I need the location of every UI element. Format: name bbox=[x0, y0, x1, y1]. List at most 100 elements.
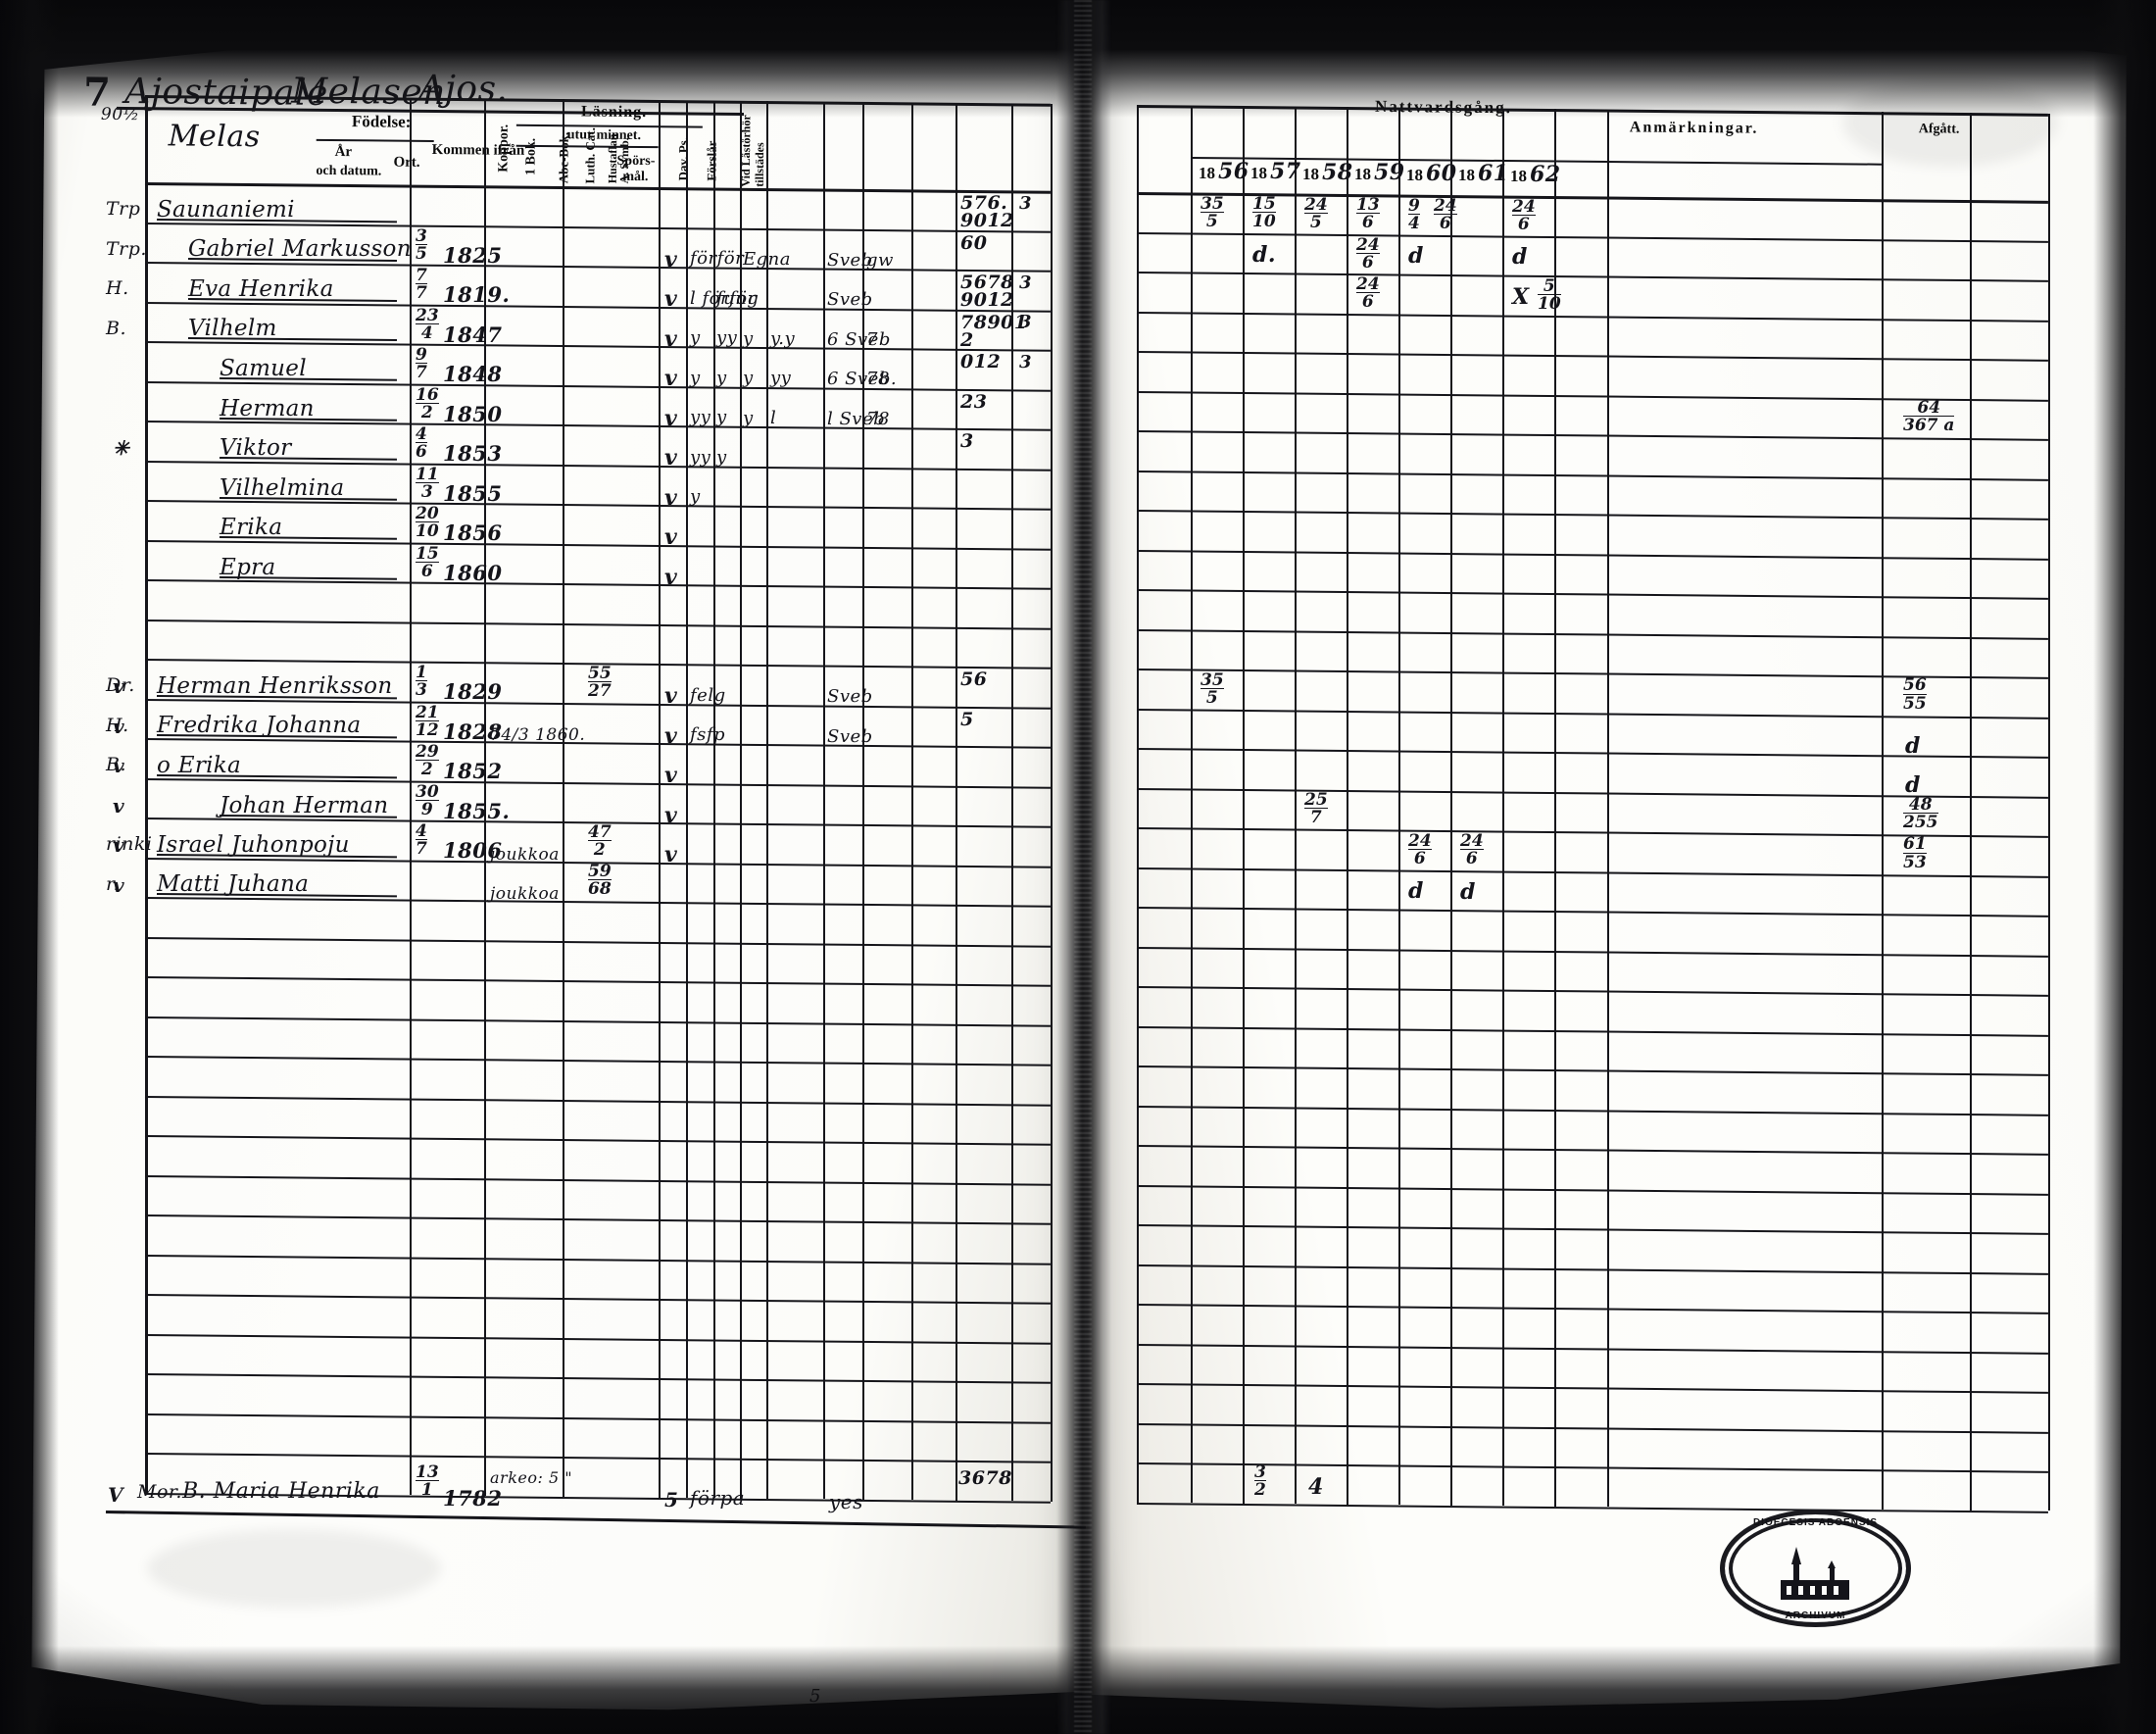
column-rule-anmarkningar bbox=[1607, 109, 1609, 1508]
row-16-rank: rinki bbox=[106, 833, 153, 856]
row-13-rank: H. bbox=[106, 714, 129, 736]
footer-tillstades: 3678 bbox=[958, 1466, 1012, 1489]
row-5-name: Herman bbox=[220, 395, 315, 421]
header-anmarkningar: Anmärkningar. bbox=[1629, 119, 1759, 137]
column-rule-12 bbox=[2048, 113, 2050, 1511]
row-12-koppor: v bbox=[664, 683, 678, 710]
row-6-koppor: v bbox=[664, 445, 678, 471]
row-1-communion-1860-0: d bbox=[1408, 243, 1424, 270]
row-0-communion-1856-0: 35 5 bbox=[1200, 193, 1224, 231]
footer-communion-1858: 4 bbox=[1308, 1474, 1324, 1501]
row-5-tillstades-a: 23 bbox=[960, 390, 988, 413]
column-rule-luth-cat bbox=[740, 101, 742, 1499]
year-suffix: 59 bbox=[1374, 160, 1405, 186]
row-4-bok1: y bbox=[690, 367, 701, 388]
year-column-header-1858: 18 58 bbox=[1302, 160, 1353, 185]
row-3-hustaflan: y.y bbox=[770, 327, 796, 349]
column-rule-y1860 bbox=[1398, 107, 1400, 1506]
row-2-rank: H. bbox=[106, 277, 129, 300]
row-6-bok1: yy bbox=[690, 446, 711, 468]
year-prefix: 18 bbox=[1199, 163, 1215, 182]
column-rule-names bbox=[145, 95, 148, 1493]
row-6-name: Viktor bbox=[220, 435, 292, 462]
row-2-koppor: v bbox=[664, 286, 678, 313]
column-rule-y1859 bbox=[1347, 107, 1348, 1505]
row-2-birth-year: 1819. bbox=[443, 282, 511, 308]
year-column-header-1860: 18 60 bbox=[1406, 161, 1457, 186]
row-0-name: Saunaniemi bbox=[157, 196, 295, 223]
column-rule-dav-ps bbox=[862, 102, 864, 1500]
row-6-tillstades-a: 3 bbox=[960, 430, 974, 453]
column-rule-sporsmal bbox=[823, 101, 825, 1500]
row-12-communion-1856-0: 35 5 bbox=[1200, 669, 1224, 708]
row-14-name: o Erika bbox=[157, 752, 242, 778]
row-0-communion-1860-1: 24 6 bbox=[1434, 195, 1457, 234]
row-3-sporsmal: 6 Sveb bbox=[827, 328, 891, 350]
row-8-birth-date: 20 10 bbox=[416, 504, 439, 542]
row-7-name: Vilhelmina bbox=[220, 474, 345, 501]
row-12-kommen-ifran: 55 27 bbox=[588, 663, 612, 701]
row-4-name: Samuel bbox=[220, 356, 307, 382]
header-fodelse: Födelse: bbox=[351, 112, 412, 131]
margin-number: 90½ bbox=[100, 104, 140, 125]
year-prefix: 18 bbox=[1458, 166, 1475, 185]
row-7-birth-date: 11 3 bbox=[416, 464, 439, 502]
row-1-name: Gabriel Markusson bbox=[188, 236, 412, 263]
row-13-name: Fredrika Johanna bbox=[157, 713, 362, 739]
row-4-tillstades-a: 012 bbox=[960, 351, 1002, 373]
row-0-rank: Trp bbox=[106, 198, 141, 221]
year-column-header-1862: 18 62 bbox=[1510, 162, 1561, 187]
year-suffix: 62 bbox=[1530, 161, 1561, 187]
column-rule-forslar bbox=[911, 102, 913, 1501]
row-1-koppor: v bbox=[664, 246, 678, 272]
fodelse-divider bbox=[316, 138, 434, 142]
row-13-afgatt: d bbox=[1905, 732, 1921, 759]
row-15-koppor: v bbox=[664, 802, 678, 828]
row-6-margin-mark: ✳ bbox=[113, 436, 130, 461]
row-12-tillstades-a: 56 bbox=[960, 669, 988, 691]
year-suffix: 58 bbox=[1322, 159, 1353, 185]
row-16-communion-1861-0: 24 6 bbox=[1460, 831, 1484, 869]
row-3-birth-date: 23 4 bbox=[416, 305, 439, 343]
row-16-kommen-ifran: 47 2 bbox=[588, 821, 612, 860]
row-8-name: Erika bbox=[220, 515, 283, 541]
header-koppor: Koppor. bbox=[496, 124, 512, 173]
row-4-tillstades-c: 3 bbox=[1019, 351, 1033, 372]
row-2-communion-1862-1: 5 10 bbox=[1538, 275, 1561, 315]
row-15-margin-mark: v bbox=[113, 793, 125, 817]
row-5-hustaflan: l bbox=[770, 407, 777, 428]
year-suffix: 56 bbox=[1218, 158, 1250, 184]
row-13-tillstades-a: 5 bbox=[960, 708, 974, 730]
header-sporsmal: Spörs- bbox=[616, 153, 656, 170]
row-3-rank: B. bbox=[106, 317, 127, 339]
row-1-birth-year: 1825 bbox=[443, 242, 503, 268]
row-16-communion-1860-0: 24 6 bbox=[1408, 830, 1432, 868]
row-17-communion-1860-0: d bbox=[1408, 878, 1424, 905]
year-column-header-1857: 18 57 bbox=[1250, 159, 1301, 184]
row-5-abc-bok: y bbox=[716, 407, 727, 428]
row-17-name: Matti Juhana bbox=[157, 871, 310, 898]
row-2-abc-bok: fung bbox=[716, 287, 760, 309]
row-12-bok1: felg bbox=[690, 684, 726, 706]
column-rule-birth-place bbox=[484, 98, 486, 1497]
footer-birth-place: arkeo: 5 " bbox=[490, 1468, 573, 1488]
footer-koppor: 5 bbox=[664, 1487, 679, 1511]
seal-top-text: DIOECESIS ABOENSIS bbox=[1752, 1517, 1879, 1528]
row-16-afgatt: 61 53 bbox=[1903, 834, 1927, 872]
row-5-bok1: yy bbox=[690, 407, 711, 428]
row-0-communion-1862-0: 24 6 bbox=[1512, 196, 1536, 234]
row-4-dav-ps: 78 bbox=[866, 369, 890, 390]
book-gutter bbox=[1056, 0, 1111, 1734]
column-rule-y1858 bbox=[1295, 106, 1297, 1505]
row-4-koppor: v bbox=[664, 366, 678, 392]
row-2-communion-1862-0: X bbox=[1512, 283, 1530, 310]
column-rule-afgatt bbox=[1882, 112, 1884, 1510]
row-12-rank: Dr. bbox=[106, 674, 135, 697]
row-2-tillstades-c: 3 bbox=[1019, 272, 1033, 293]
row-9-birth-year: 1860 bbox=[443, 560, 503, 585]
column-rule-y1861 bbox=[1450, 108, 1452, 1506]
column-rule-edge bbox=[1970, 113, 1972, 1511]
